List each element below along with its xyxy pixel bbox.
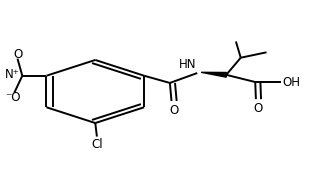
Text: HN: HN	[179, 58, 196, 71]
Polygon shape	[201, 72, 226, 77]
Text: N⁺: N⁺	[5, 68, 20, 81]
Text: ⁻O: ⁻O	[5, 91, 20, 104]
Text: OH: OH	[282, 76, 300, 89]
Text: O: O	[13, 48, 23, 61]
Text: O: O	[169, 104, 179, 117]
Text: O: O	[254, 102, 263, 115]
Text: Cl: Cl	[91, 138, 103, 151]
